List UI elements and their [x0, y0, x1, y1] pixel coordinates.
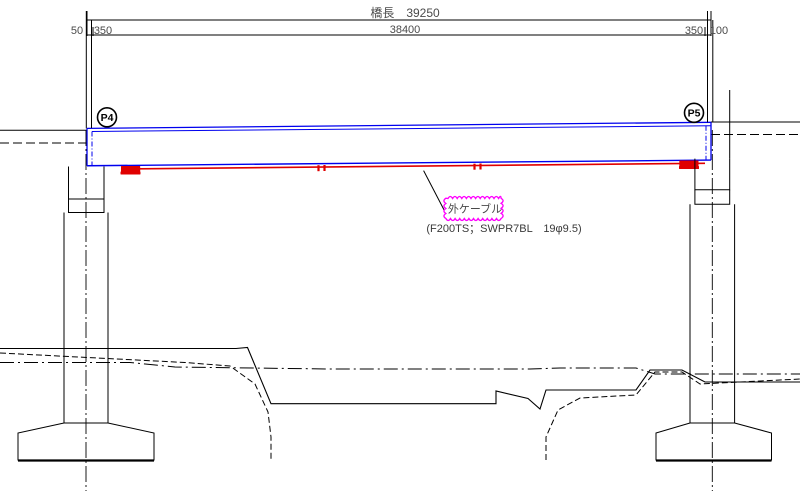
svg-text:P4: P4 [101, 112, 114, 124]
svg-text:50: 50 [71, 25, 83, 37]
svg-text:100: 100 [710, 25, 728, 37]
svg-text:350: 350 [94, 25, 112, 37]
svg-text:P5: P5 [688, 108, 701, 120]
svg-text:橋長 39250: 橋長 39250 [370, 6, 440, 20]
svg-text:外ケーブル: 外ケーブル [448, 202, 502, 216]
svg-text:38400: 38400 [390, 24, 421, 36]
svg-text:(F200TS；SWPR7BL 19φ9.5): (F200TS；SWPR7BL 19φ9.5) [426, 223, 581, 235]
svg-text:350: 350 [685, 25, 703, 37]
